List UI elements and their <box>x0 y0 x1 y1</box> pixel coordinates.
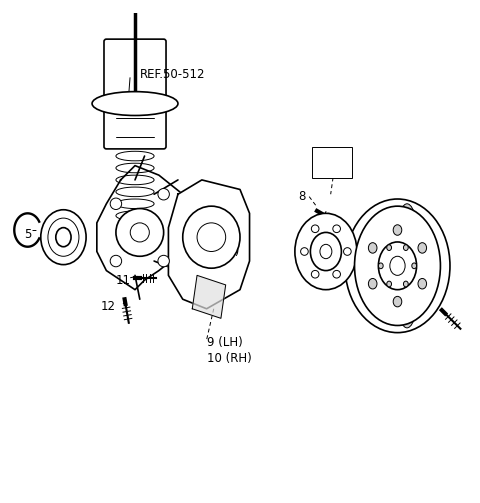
Circle shape <box>344 247 351 256</box>
Ellipse shape <box>418 242 427 253</box>
Ellipse shape <box>418 279 427 289</box>
Ellipse shape <box>387 281 392 287</box>
FancyBboxPatch shape <box>104 39 166 149</box>
Ellipse shape <box>412 263 417 269</box>
Ellipse shape <box>41 210 86 265</box>
Circle shape <box>110 256 121 267</box>
Ellipse shape <box>368 279 377 289</box>
Text: REF.50-512: REF.50-512 <box>140 68 205 81</box>
Ellipse shape <box>404 245 408 250</box>
Ellipse shape <box>368 242 377 253</box>
Text: 1: 1 <box>422 302 430 315</box>
Circle shape <box>333 225 340 232</box>
Ellipse shape <box>393 225 402 235</box>
Ellipse shape <box>48 218 79 256</box>
Ellipse shape <box>390 256 405 275</box>
Circle shape <box>333 271 340 278</box>
Text: 6: 6 <box>55 247 62 261</box>
Text: 3 (LH): 3 (LH) <box>202 226 238 239</box>
Ellipse shape <box>116 209 164 256</box>
Polygon shape <box>192 275 226 318</box>
Ellipse shape <box>345 199 450 332</box>
Polygon shape <box>168 180 250 309</box>
Ellipse shape <box>311 232 341 271</box>
Ellipse shape <box>92 92 178 116</box>
Ellipse shape <box>320 244 332 259</box>
Text: 8: 8 <box>299 190 306 203</box>
Ellipse shape <box>130 223 149 242</box>
Ellipse shape <box>378 242 417 290</box>
Ellipse shape <box>393 204 421 328</box>
Circle shape <box>158 256 169 267</box>
Text: 9 (LH): 9 (LH) <box>206 336 242 349</box>
FancyBboxPatch shape <box>312 146 352 178</box>
Text: 10 (RH): 10 (RH) <box>206 353 252 365</box>
Ellipse shape <box>295 213 357 290</box>
Text: 12: 12 <box>101 300 116 313</box>
Ellipse shape <box>56 228 71 247</box>
Text: 7: 7 <box>322 159 330 172</box>
Ellipse shape <box>387 245 392 250</box>
Circle shape <box>110 198 121 210</box>
Text: 4 (RH): 4 (RH) <box>202 245 239 258</box>
Ellipse shape <box>404 281 408 287</box>
Circle shape <box>158 189 169 200</box>
Circle shape <box>312 225 319 232</box>
Text: 5: 5 <box>24 228 31 241</box>
Ellipse shape <box>393 296 402 307</box>
Ellipse shape <box>197 223 226 252</box>
Ellipse shape <box>355 206 441 325</box>
Circle shape <box>312 271 319 278</box>
Text: 2: 2 <box>402 216 410 229</box>
Ellipse shape <box>378 263 383 269</box>
Ellipse shape <box>183 206 240 268</box>
Circle shape <box>300 247 308 256</box>
Text: 11: 11 <box>115 274 130 287</box>
